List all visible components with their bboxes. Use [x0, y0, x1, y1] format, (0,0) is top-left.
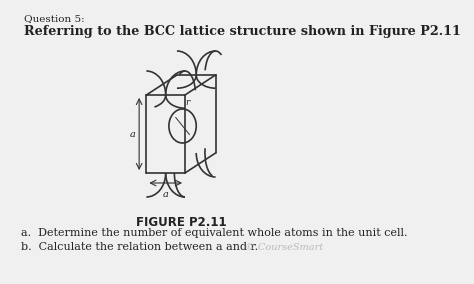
Text: b.  Calculate the relation between a and r.: b. Calculate the relation between a and …: [21, 242, 258, 252]
Text: a.  Determine the number of equivalent whole atoms in the unit cell.: a. Determine the number of equivalent wh…: [21, 228, 408, 238]
Text: a: a: [130, 130, 136, 139]
Text: Question 5:: Question 5:: [24, 14, 85, 23]
Text: FIGURE P2.11: FIGURE P2.11: [136, 216, 226, 229]
Text: © CourseSmart: © CourseSmart: [246, 243, 323, 252]
Text: r: r: [186, 98, 190, 107]
Text: a: a: [163, 190, 169, 199]
Text: Referring to the BCC lattice structure shown in Figure P2.11: Referring to the BCC lattice structure s…: [24, 25, 461, 38]
